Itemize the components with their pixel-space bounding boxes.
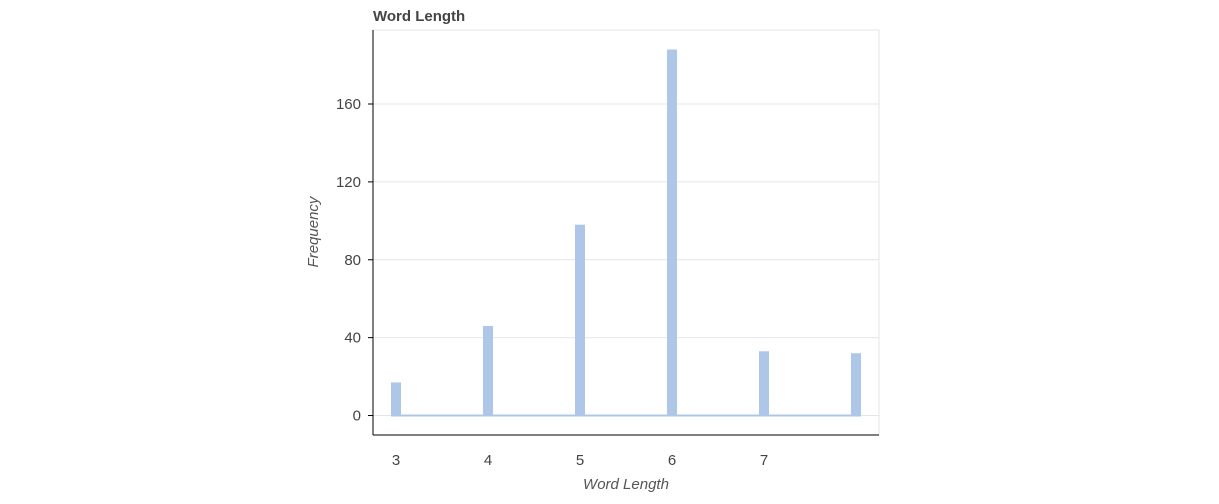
chart-title: Word Length [373, 8, 465, 25]
x-axis-ticks: 3 4 5 6 7 [392, 452, 768, 469]
y-tick-label: 0 [353, 408, 361, 425]
x-tick-label: 4 [484, 452, 492, 469]
x-tick-label: 5 [576, 452, 584, 469]
grid-lines [373, 103, 879, 417]
bar-7 [759, 351, 769, 416]
y-tick-label: 80 [344, 252, 361, 269]
baseline-strip [391, 414, 861, 417]
x-axis-label: Word Length [583, 476, 669, 493]
bar-8 [851, 353, 861, 416]
bar-4 [483, 325, 493, 416]
x-tick-label: 7 [760, 452, 768, 469]
bar-6 [667, 49, 677, 416]
x-tick-label: 3 [392, 452, 400, 469]
y-tick-label: 40 [344, 330, 361, 347]
plot-area [372, 29, 880, 436]
y-axis-label: Frequency [305, 195, 322, 267]
y-tick-label: 160 [336, 96, 361, 113]
bar-5 [575, 224, 585, 416]
axes [372, 30, 879, 436]
bars [391, 49, 861, 417]
x-tick-label: 6 [668, 452, 676, 469]
y-tick-label: 120 [336, 174, 361, 191]
bar-3 [391, 382, 401, 416]
y-axis-ticks: 0 40 80 120 160 [336, 96, 373, 425]
